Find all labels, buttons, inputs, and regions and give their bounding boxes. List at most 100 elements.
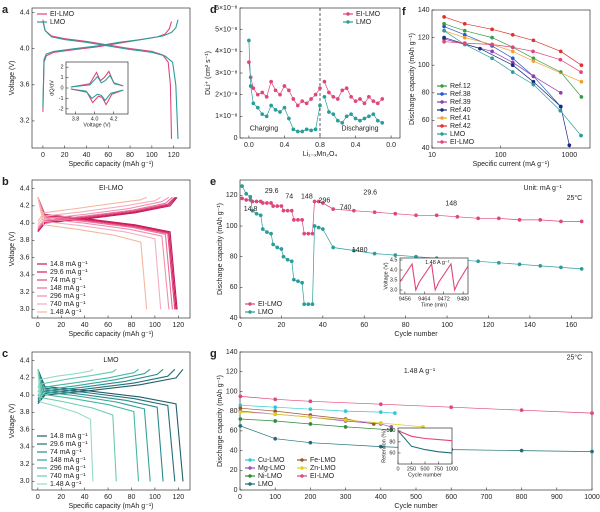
data-point: [340, 120, 345, 125]
data-point: [313, 92, 318, 97]
y-tick-label: 100: [226, 223, 238, 230]
data-point: [476, 216, 481, 221]
y-tick-label: 0: [60, 85, 63, 91]
annotation: Charging: [250, 126, 279, 133]
y-tick-label: 4.0: [20, 45, 30, 52]
y-tick-label: 4.0: [20, 392, 30, 399]
x-tick-label: 300: [340, 494, 352, 501]
x-tick-label: 20: [278, 322, 286, 329]
data-point: [462, 35, 467, 40]
y-tick-label: 120: [418, 34, 430, 41]
data-point: [344, 114, 349, 119]
y-tick-label: 100: [226, 388, 238, 395]
legend-label: Ref.38: [450, 91, 471, 98]
data-point: [351, 208, 356, 213]
x-tick-label: 10: [428, 152, 436, 159]
legend-marker: [300, 474, 304, 478]
data-point: [273, 397, 278, 402]
x-tick-label: 0: [396, 466, 399, 472]
data-point: [380, 120, 385, 125]
data-point: [244, 191, 249, 196]
series-line: [70, 74, 124, 102]
legend-label: 14.8 mA g⁻¹: [50, 433, 88, 440]
data-point: [260, 90, 265, 95]
legend-marker: [248, 458, 252, 462]
y-tick-label: 4.0: [390, 267, 398, 273]
x-tick-label: 60: [360, 322, 368, 329]
plot-area: [239, 351, 593, 491]
data-point: [260, 112, 265, 117]
legend-label: 148 mA g⁻¹: [50, 285, 86, 292]
data-point: [273, 412, 278, 416]
legend-marker: [346, 20, 350, 24]
y-tick-label: 3.6: [20, 82, 30, 89]
y-tick-label: 3.0: [20, 306, 30, 313]
data-point: [279, 247, 284, 251]
y-tick-label: 3.5: [390, 277, 398, 283]
annotation: 296: [319, 198, 331, 205]
annotation: Unit: mA g⁻¹: [524, 185, 563, 192]
y-tick-label: 3.4: [20, 444, 30, 451]
y-tick-label: 3.0: [20, 478, 30, 485]
annotation: 1.48 A g⁻¹: [404, 368, 436, 375]
y-tick-label: 4.2: [20, 203, 30, 210]
data-point: [316, 199, 321, 204]
data-point: [442, 39, 446, 44]
data-point: [318, 86, 322, 91]
y-axis-label: Discharge capacity (mAh g⁻¹): [217, 203, 224, 295]
legend-label: 296 mA g⁻¹: [50, 465, 86, 472]
data-point: [579, 79, 584, 84]
x-tick-label: 9472: [438, 296, 450, 302]
data-point: [310, 231, 315, 236]
y-tick-label: 3.8: [20, 409, 30, 416]
legend-label: 1.48 A g⁻¹: [50, 309, 82, 316]
data-point: [326, 110, 331, 114]
data-point: [265, 201, 269, 205]
legend-label: EI-LMO: [310, 473, 335, 480]
x-tick-label: 0.0: [386, 142, 396, 149]
annotation: Discharging: [342, 126, 379, 133]
data-point: [340, 88, 345, 93]
y-tick-label: 80: [389, 439, 395, 445]
y-tick-label: 4×10⁻⁸: [215, 48, 237, 55]
x-tick-label: 9480: [457, 296, 469, 302]
series-line: [240, 404, 395, 414]
x-tick-label: 20: [61, 152, 69, 159]
y-tick-label: -2: [59, 106, 64, 112]
data-point: [490, 35, 494, 40]
panel-label: d: [210, 4, 217, 16]
data-point: [331, 94, 336, 99]
data-point: [353, 116, 358, 121]
x-tick-label: 120: [168, 152, 180, 159]
y-tick-label: 4.4: [20, 185, 30, 192]
y-tick-label: 4.4: [20, 357, 30, 364]
data-point: [362, 101, 367, 106]
series-line: [37, 368, 117, 482]
x-tick-label: 40: [81, 322, 89, 329]
series-line: [443, 30, 582, 83]
data-point: [358, 118, 362, 123]
data-point: [392, 411, 397, 416]
x-tick-label: 40: [81, 494, 89, 501]
data-point: [306, 231, 311, 236]
data-point: [559, 265, 563, 270]
data-point: [389, 427, 394, 432]
data-point: [269, 231, 273, 236]
legend-label: 14.8 mA g⁻¹: [50, 261, 88, 268]
y-tick-label: 3.2: [20, 118, 30, 125]
y-tick-label: 40: [230, 447, 238, 454]
y-tick-label: 3.2: [20, 461, 30, 468]
data-point: [366, 114, 371, 119]
x-axis-label: Specific current (mA g⁻¹): [473, 161, 550, 168]
data-point: [579, 70, 583, 75]
legend-label: LMO: [258, 309, 274, 316]
data-point: [531, 38, 536, 43]
y-tick-label: 3.6: [20, 426, 30, 433]
data-point: [372, 210, 377, 215]
x-tick-label: 0: [238, 322, 242, 329]
panel-label: b: [2, 176, 9, 188]
data-point: [250, 208, 255, 213]
series-line: [37, 368, 94, 482]
legend-label: 740 mA g⁻¹: [50, 301, 86, 308]
